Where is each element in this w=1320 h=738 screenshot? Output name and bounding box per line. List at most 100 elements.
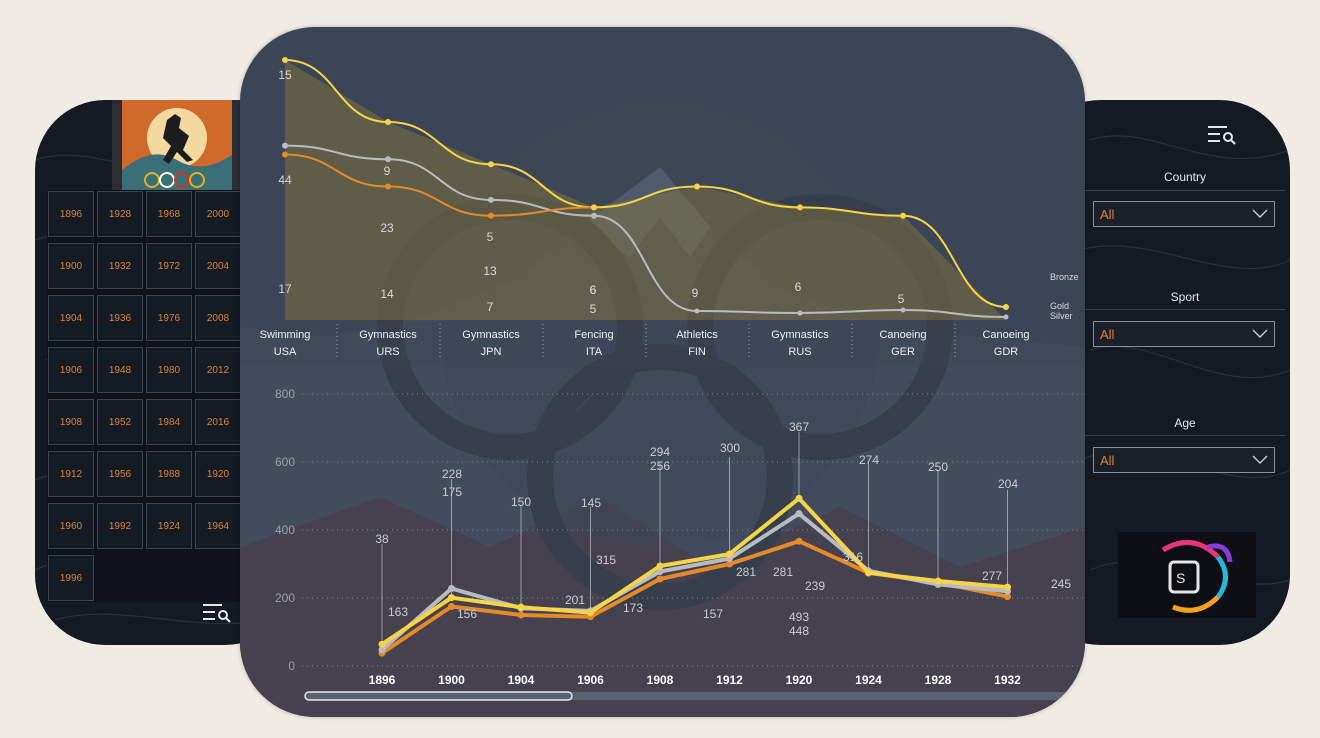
gold-point <box>591 204 597 211</box>
bronze-data-label: 6 <box>590 283 597 297</box>
silver-point <box>282 142 288 149</box>
gold-data-label: 5 <box>898 292 905 306</box>
trend-data-label: 294 <box>650 445 670 459</box>
year-tile[interactable]: 1896 <box>48 191 94 237</box>
year-tile[interactable]: 1904 <box>48 295 94 341</box>
trend-data-label: 38 <box>375 532 389 546</box>
silver-trend-point <box>656 567 664 575</box>
y-tick-label: 400 <box>275 523 295 537</box>
year-tile[interactable]: 1900 <box>48 243 94 289</box>
category-country-label: JPN <box>481 346 502 358</box>
silver-series-line <box>284 144 595 217</box>
x-tick-label: 1928 <box>925 673 952 687</box>
silver-point <box>385 156 391 163</box>
trend-data-label: 448 <box>789 624 809 638</box>
age-dropdown-value: All <box>1100 453 1115 468</box>
silver-trend-line <box>380 511 1008 652</box>
bronze-trend-point <box>517 611 525 619</box>
year-tile[interactable]: 1908 <box>48 399 94 445</box>
year-tile[interactable]: 1906 <box>48 347 94 393</box>
trend-data-label: 204 <box>998 477 1018 491</box>
bronze-trend-point <box>656 575 664 583</box>
category-sport-label: Gymnastics <box>359 329 417 341</box>
year-tile[interactable]: 1924 <box>146 503 192 549</box>
category-sport-label: Swimming <box>260 329 311 341</box>
gold-point <box>900 212 906 219</box>
silver-point <box>1003 314 1009 320</box>
trend-data-label: 250 <box>928 460 948 474</box>
year-tile[interactable]: 1920 <box>195 451 241 497</box>
gold-point <box>385 119 391 126</box>
gold-point <box>1003 304 1009 310</box>
category-country-label: GER <box>891 346 915 358</box>
bronze-series-line <box>284 153 595 217</box>
year-tile[interactable]: 2004 <box>195 243 241 289</box>
trend-data-label: 300 <box>720 441 740 455</box>
trend-data-label: 315 <box>596 553 616 567</box>
divider <box>1085 435 1285 436</box>
year-tile[interactable]: 1992 <box>97 503 143 549</box>
trend-data-label: 157 <box>703 607 723 621</box>
country-dropdown-value: All <box>1100 207 1115 222</box>
legend-silver: Silver <box>1050 311 1073 321</box>
year-tile[interactable]: 2016 <box>195 399 241 445</box>
year-tile[interactable]: 1932 <box>97 243 143 289</box>
year-tile[interactable]: 1952 <box>97 399 143 445</box>
chevron-down-icon <box>1252 209 1268 218</box>
silver-series-tail <box>593 214 1007 318</box>
y-tick-label: 200 <box>275 591 295 605</box>
year-tile[interactable]: 1928 <box>97 191 143 237</box>
x-tick-label: 1920 <box>786 673 813 687</box>
year-tile[interactable]: 1996 <box>48 555 94 601</box>
year-tile[interactable]: 1960 <box>48 503 94 549</box>
bronze-trend-point <box>1004 593 1011 601</box>
year-tile[interactable]: 1912 <box>48 451 94 497</box>
filter-search-icon[interactable] <box>202 602 232 629</box>
year-tile[interactable]: 1976 <box>146 295 192 341</box>
silver-point <box>797 310 803 316</box>
sd-logo: S <box>1118 532 1256 618</box>
divider <box>1085 190 1285 191</box>
year-tile[interactable]: 1956 <box>97 451 143 497</box>
year-tile[interactable]: 1972 <box>146 243 192 289</box>
gold-trend-point <box>656 562 664 570</box>
silver-trend-point <box>448 584 455 592</box>
trend-data-label: 173 <box>623 601 643 615</box>
silver-data-label: 14 <box>380 287 394 301</box>
country-dropdown[interactable]: All <box>1093 201 1275 227</box>
trend-data-label: 277 <box>982 569 1002 583</box>
year-grid: 1896 1928 1968 2000 1900 1932 1972 2004 1904 1936… <box>47 190 243 602</box>
year-tile[interactable]: 1980 <box>146 347 192 393</box>
bronze-trend-point <box>448 603 455 610</box>
trend-data-label: 316 <box>843 550 863 564</box>
silver-trend-point <box>795 510 803 518</box>
year-tile[interactable]: 1964 <box>195 503 241 549</box>
chevron-down-icon <box>1252 455 1268 464</box>
trend-data-label: 156 <box>457 607 477 621</box>
sport-dropdown[interactable]: All <box>1093 321 1275 347</box>
gold-data-label: 23 <box>380 221 394 235</box>
year-tile[interactable]: 2012 <box>195 347 241 393</box>
year-tile[interactable]: 2000 <box>195 191 241 237</box>
age-dropdown[interactable]: All <box>1093 447 1275 473</box>
year-tile[interactable]: 1988 <box>146 451 192 497</box>
trend-data-label: 201 <box>565 593 585 607</box>
trend-data-label: 175 <box>442 485 462 499</box>
year-tile[interactable]: 1936 <box>97 295 143 341</box>
silver-point <box>900 307 906 313</box>
year-tile[interactable]: 1984 <box>146 399 192 445</box>
silver-point <box>488 196 494 203</box>
year-tile[interactable]: 1968 <box>146 191 192 237</box>
year-tile[interactable]: 1948 <box>97 347 143 393</box>
gold-trend-point <box>587 609 594 617</box>
category-country-label: GDR <box>994 346 1019 358</box>
age-filter-label: Age <box>1174 416 1196 430</box>
bronze-point <box>385 183 391 190</box>
year-tile[interactable]: 2008 <box>195 295 241 341</box>
category-country-label: RUS <box>788 346 811 358</box>
filter-search-icon[interactable] <box>1207 124 1237 151</box>
y-tick-label: 600 <box>275 455 295 469</box>
trend-data-label: 274 <box>859 453 879 467</box>
category-sport-label: Canoeing <box>879 329 926 341</box>
